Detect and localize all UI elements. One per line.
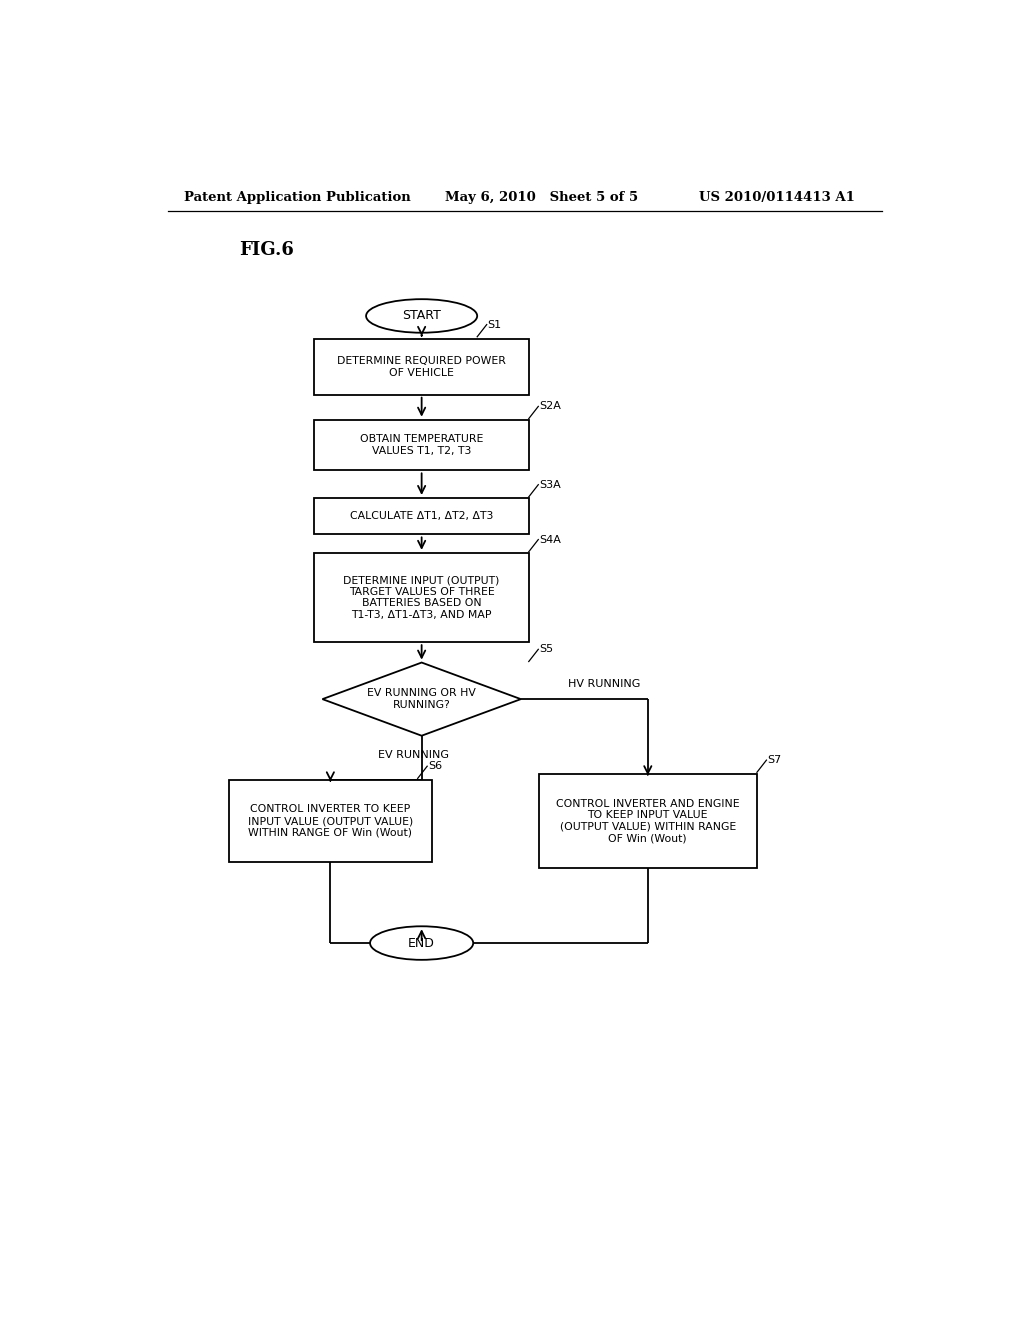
FancyBboxPatch shape (229, 780, 431, 862)
Text: May 6, 2010   Sheet 5 of 5: May 6, 2010 Sheet 5 of 5 (445, 190, 639, 203)
Text: S1: S1 (487, 319, 502, 330)
Text: END: END (409, 937, 435, 949)
Text: S3A: S3A (539, 479, 561, 490)
Text: FIG.6: FIG.6 (240, 242, 294, 259)
FancyBboxPatch shape (539, 775, 757, 867)
Text: HV RUNNING: HV RUNNING (568, 678, 641, 689)
Text: Patent Application Publication: Patent Application Publication (183, 190, 411, 203)
Text: S6: S6 (428, 762, 442, 771)
Text: CALCULATE ΔT1, ΔT2, ΔT3: CALCULATE ΔT1, ΔT2, ΔT3 (350, 511, 494, 521)
FancyBboxPatch shape (314, 420, 528, 470)
Text: EV RUNNING OR HV
RUNNING?: EV RUNNING OR HV RUNNING? (368, 688, 476, 710)
Text: US 2010/0114413 A1: US 2010/0114413 A1 (699, 190, 855, 203)
FancyBboxPatch shape (314, 553, 528, 643)
Text: CONTROL INVERTER TO KEEP
INPUT VALUE (OUTPUT VALUE)
WITHIN RANGE OF Win (Wout): CONTROL INVERTER TO KEEP INPUT VALUE (OU… (248, 804, 413, 838)
Text: S5: S5 (539, 644, 553, 655)
Text: DETERMINE REQUIRED POWER
OF VEHICLE: DETERMINE REQUIRED POWER OF VEHICLE (337, 356, 506, 378)
Polygon shape (323, 663, 521, 735)
Text: S4A: S4A (539, 535, 561, 545)
Text: START: START (402, 309, 441, 322)
Text: S7: S7 (767, 755, 781, 766)
Text: OBTAIN TEMPERATURE
VALUES T1, T2, T3: OBTAIN TEMPERATURE VALUES T1, T2, T3 (360, 434, 483, 455)
FancyBboxPatch shape (314, 498, 528, 535)
FancyBboxPatch shape (314, 339, 528, 395)
Text: S2A: S2A (539, 401, 561, 412)
Text: EV RUNNING: EV RUNNING (378, 750, 450, 760)
Ellipse shape (366, 300, 477, 333)
Text: DETERMINE INPUT (OUTPUT)
TARGET VALUES OF THREE
BATTERIES BASED ON
T1-T3, ΔT1-ΔT: DETERMINE INPUT (OUTPUT) TARGET VALUES O… (343, 576, 500, 620)
Text: CONTROL INVERTER AND ENGINE
TO KEEP INPUT VALUE
(OUTPUT VALUE) WITHIN RANGE
OF W: CONTROL INVERTER AND ENGINE TO KEEP INPU… (556, 799, 739, 843)
Ellipse shape (370, 927, 473, 960)
